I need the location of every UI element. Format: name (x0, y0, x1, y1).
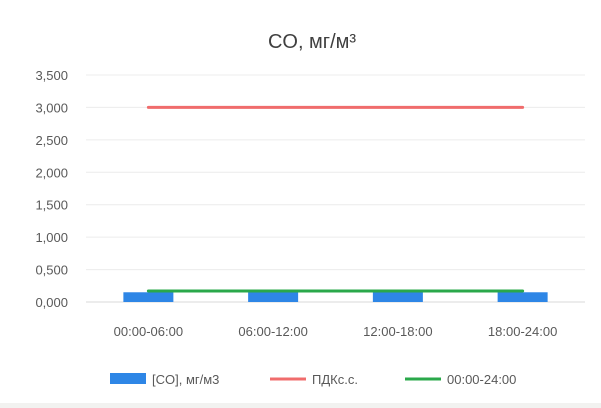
y-tick-label: 2,500 (35, 133, 68, 148)
x-tick-label: 18:00-24:00 (488, 324, 557, 339)
y-tick-label: 3,500 (35, 68, 68, 83)
y-tick-label: 3,000 (35, 100, 68, 115)
y-tick-label: 0,500 (35, 263, 68, 278)
x-tick-label: 00:00-06:00 (114, 324, 183, 339)
legend-label: [CO], мг/м3 (152, 372, 219, 387)
y-tick-label: 1,000 (35, 230, 68, 245)
y-tick-label: 0,000 (35, 295, 68, 310)
x-axis: 00:00-06:00 06:00-12:00 12:00-18:00 18:00-2… (86, 301, 585, 339)
bar (497, 292, 548, 302)
x-tick-label: 06:00-12:00 (238, 324, 307, 339)
bar (372, 292, 423, 302)
chart-title: CO, мг/м³ (268, 31, 356, 53)
y-tick-label: 2,000 (35, 165, 68, 180)
legend-label: 00:00-24:00 (447, 372, 516, 387)
y-axis: 0,000 0,500 1,000 1,500 2,000 2,500 3,000 3,500 (35, 68, 68, 310)
legend: [CO], мг/м3 ПДКс.с. 00:00-24:00 (110, 372, 516, 387)
line-series (146, 105, 525, 293)
bar (248, 292, 299, 302)
bar-series (123, 292, 548, 302)
legend-label: ПДКс.с. (312, 372, 358, 387)
y-tick-label: 1,500 (35, 198, 68, 213)
grid (86, 74, 585, 271)
x-tick-label: 12:00-18:00 (363, 324, 432, 339)
legend-swatch (110, 373, 146, 384)
bar (123, 292, 174, 302)
